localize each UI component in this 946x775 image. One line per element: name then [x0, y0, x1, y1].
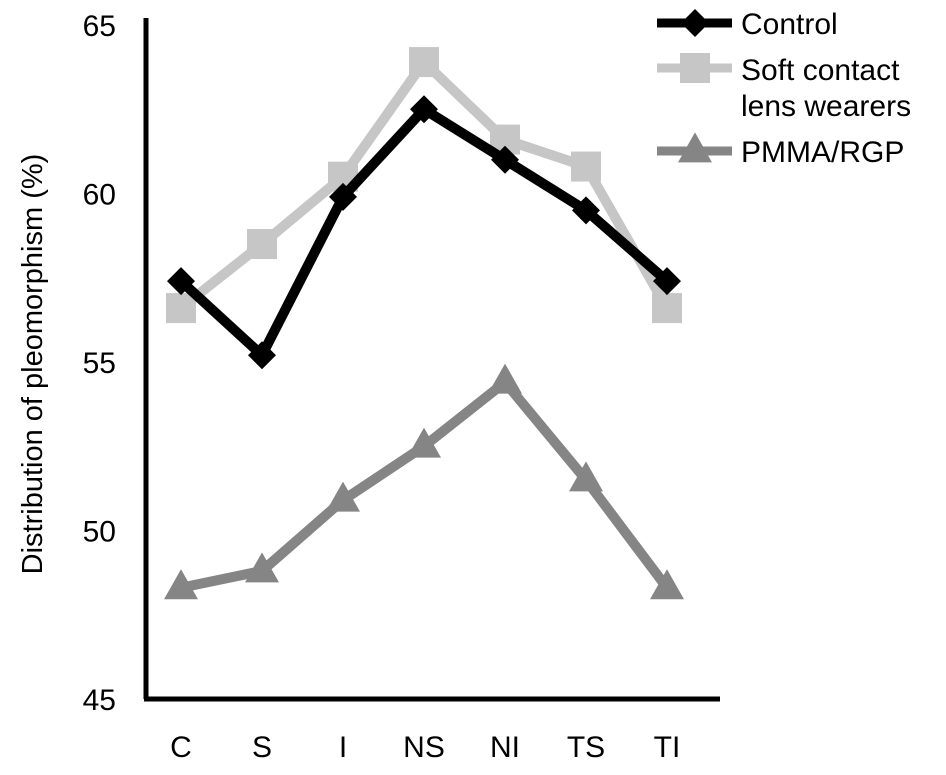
y-tick-label: 45	[83, 684, 116, 717]
legend-label: lens wearers	[741, 90, 911, 123]
y-tick-label: 65	[83, 10, 116, 43]
data-point	[409, 47, 439, 77]
legend-label: PMMA/RGP	[741, 136, 904, 169]
legend-label: Control	[741, 8, 838, 41]
data-point	[166, 293, 196, 323]
data-point	[652, 293, 682, 323]
data-point	[488, 364, 522, 394]
y-tick-label: 60	[83, 179, 116, 212]
legend-marker	[680, 53, 710, 83]
series-soft-contact-lens-wearers	[166, 47, 682, 323]
x-tick-label: NS	[403, 731, 445, 764]
x-tick-label: NI	[490, 731, 520, 764]
x-tick-labels: C S I NS NI TS TI	[170, 731, 680, 764]
data-point	[247, 229, 277, 259]
x-tick-label: I	[339, 731, 347, 764]
y-tick-labels: 45 50 55 60 65	[83, 10, 116, 717]
y-tick-label: 55	[83, 347, 116, 380]
y-axis-title: Distribution of pleomorphism (%)	[17, 154, 49, 575]
x-tick-label: TS	[567, 731, 605, 764]
data-point	[571, 152, 601, 182]
line-chart: Distribution of pleomorphism (%) 45 50 55 6…	[0, 0, 946, 775]
x-tick-label: TI	[654, 731, 681, 764]
legend-item: Control	[657, 8, 838, 41]
legend-marker	[681, 9, 709, 37]
series-group	[164, 47, 684, 599]
x-tick-label: S	[252, 731, 272, 764]
series-control	[167, 95, 681, 369]
axes	[144, 18, 720, 699]
legend-item: PMMA/RGP	[657, 132, 904, 169]
series-pmma-rgp	[164, 364, 684, 600]
y-tick-label: 50	[83, 516, 116, 549]
x-tick-label: C	[170, 731, 192, 764]
legend-label: Soft contact	[741, 54, 900, 87]
